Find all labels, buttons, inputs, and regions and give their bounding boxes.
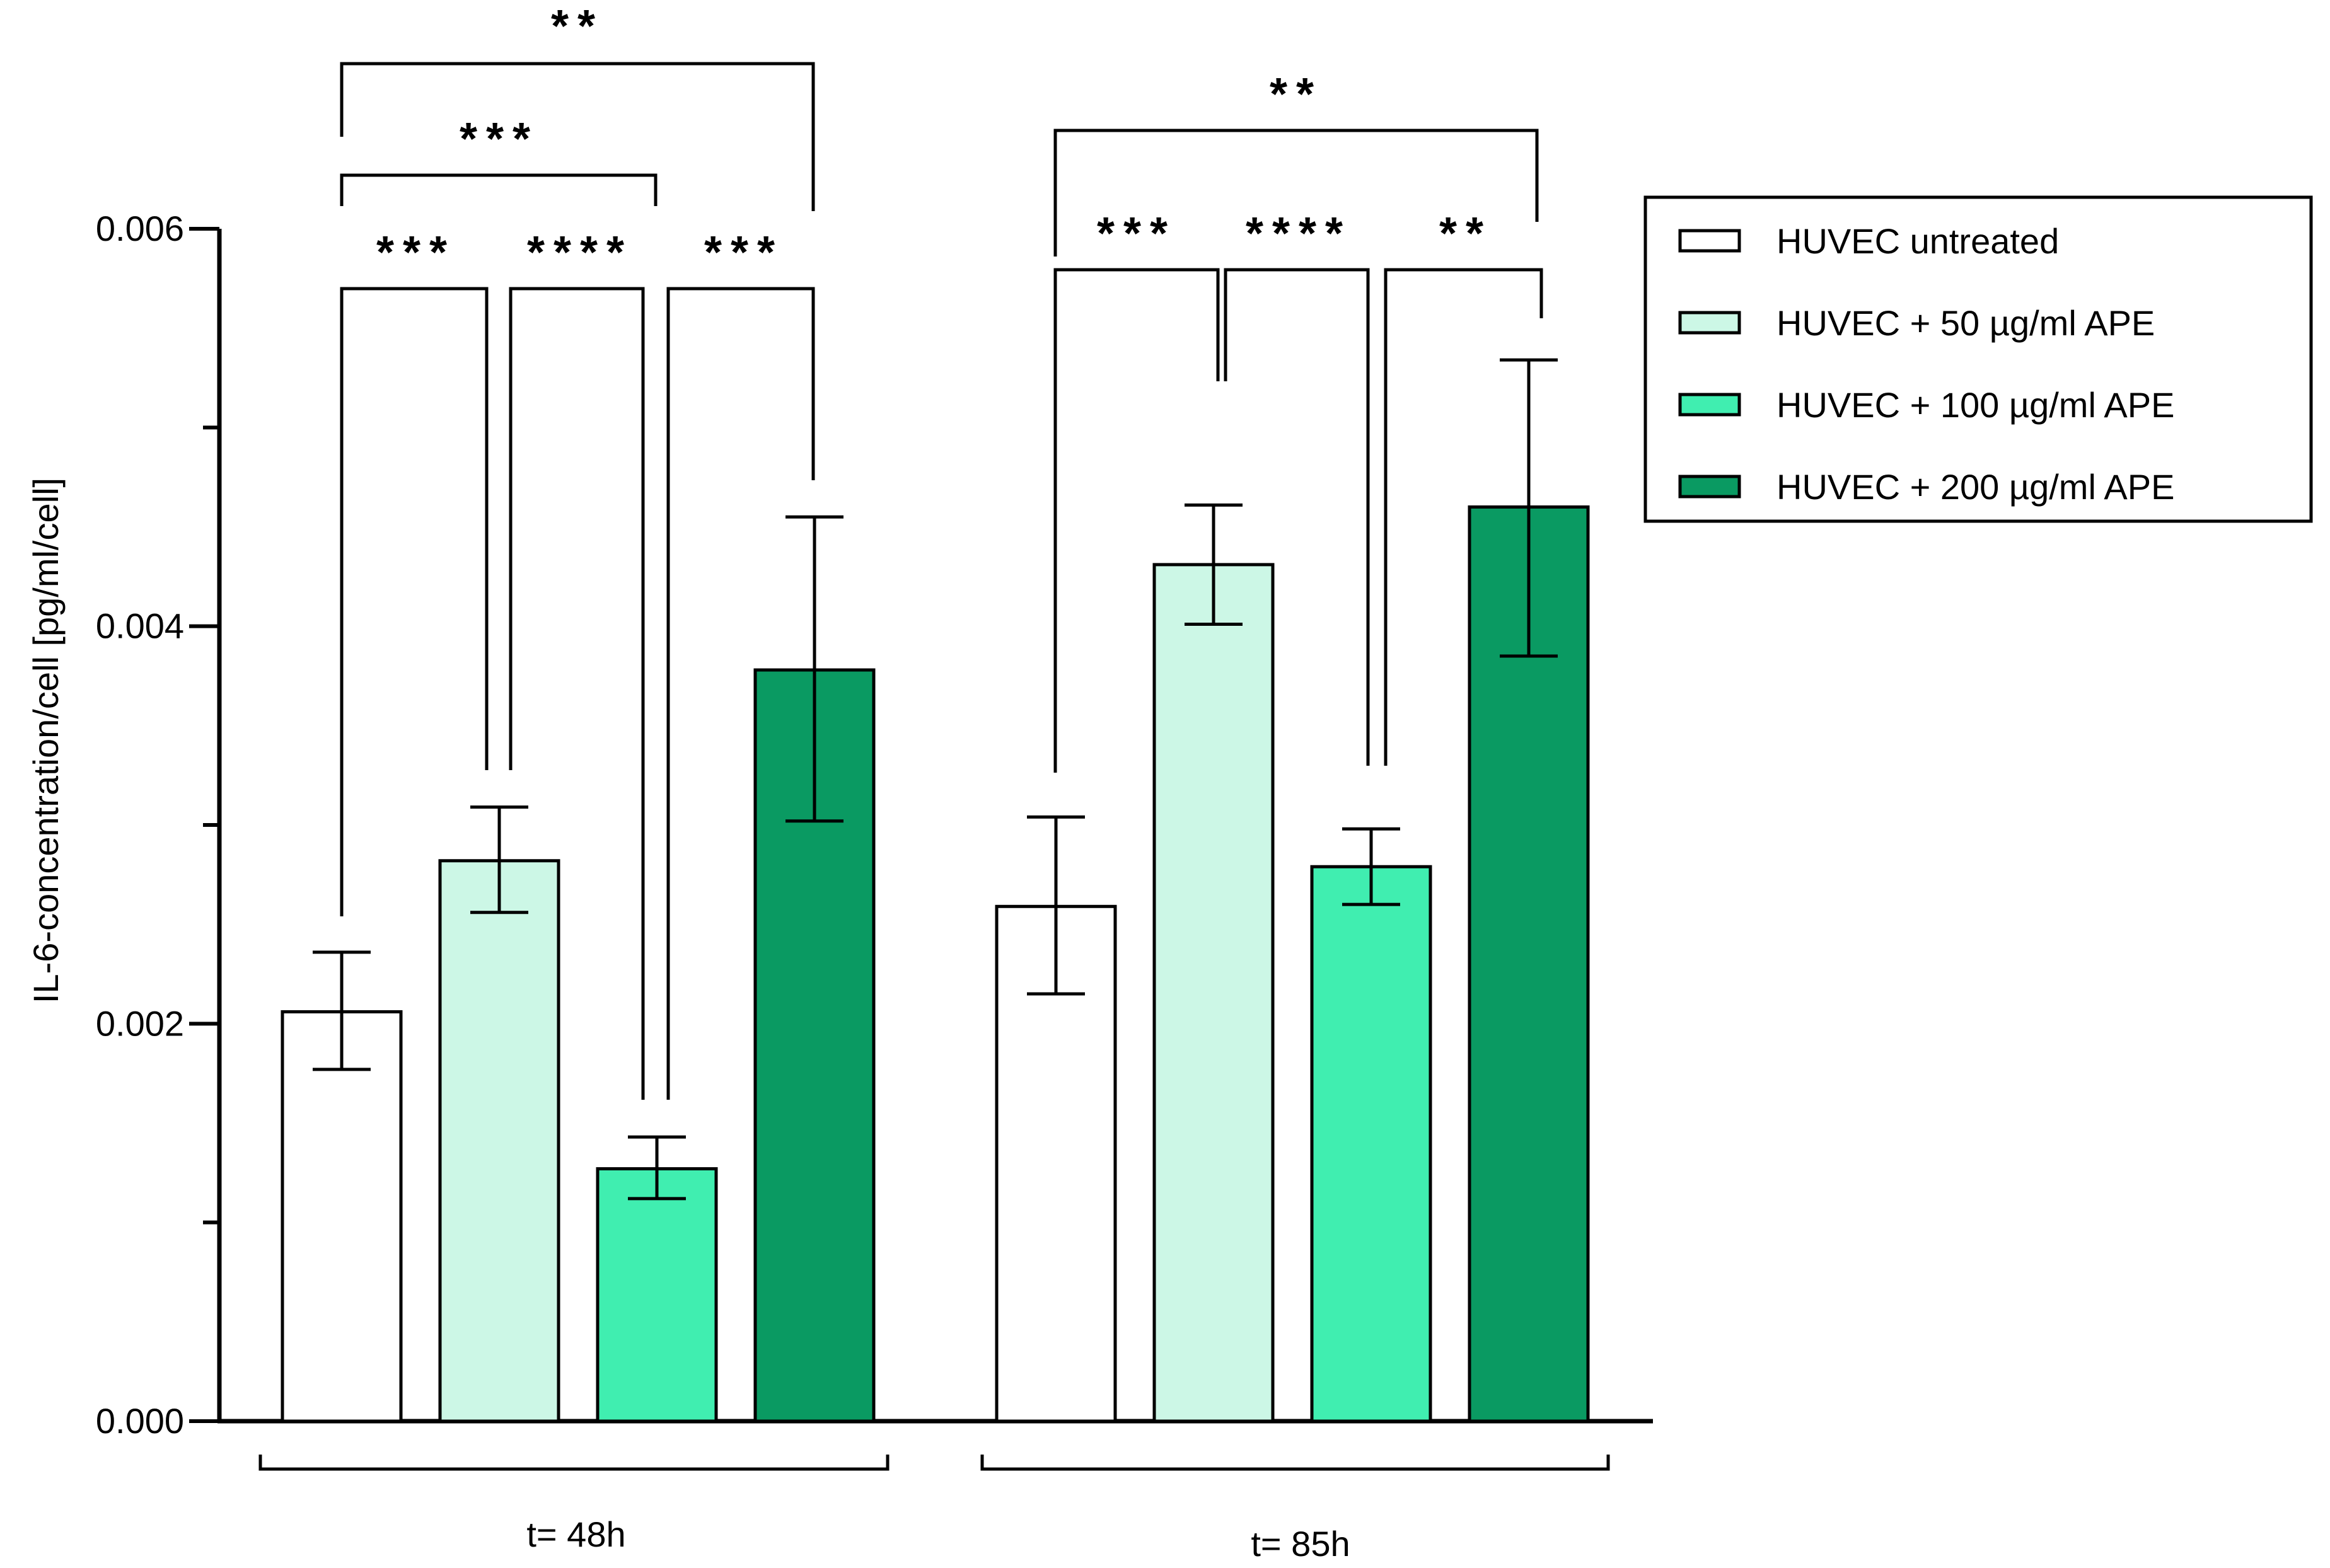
bar (1310, 865, 1432, 1423)
significance-label: ** (551, 1, 604, 52)
legend-label: HUVEC + 50 µg/ml APE (1776, 303, 2155, 343)
group-bracket (980, 1455, 1610, 1471)
significance-label: ** (1270, 69, 1323, 120)
significance-bracket (340, 173, 658, 206)
legend-label: HUVEC + 100 µg/ml APE (1776, 385, 2174, 425)
bars (281, 358, 1590, 1423)
significance-bracket (340, 62, 815, 211)
y-tick-label: 0.000 (96, 1401, 184, 1441)
legend-label: HUVEC untreated (1776, 221, 2059, 261)
legend-box (1643, 195, 2313, 523)
legend-swatch (1678, 229, 1741, 253)
legend-swatch (1678, 311, 1741, 335)
legend: HUVEC untreated HUVEC + 50 µg/ml APE HUVEC… (1643, 195, 2313, 523)
significance-label: *** (376, 228, 456, 278)
significance-bracket (340, 287, 489, 916)
significance-bracket (1053, 129, 1539, 257)
legend-swatch (1678, 393, 1741, 417)
bar (1152, 563, 1275, 1423)
significance-brackets: *** **** *********** **** **** (340, 1, 1543, 1100)
group-label: t= 85h (1251, 1524, 1350, 1564)
significance-label: **** (1246, 209, 1352, 259)
legend-swatch (1678, 475, 1741, 499)
bar (281, 1010, 403, 1423)
group-labels: t= 48h t= 85h (258, 1455, 1610, 1564)
significance-bracket (1384, 268, 1543, 766)
group-label: t= 48h (526, 1514, 625, 1554)
y-axis-title: IL-6-concentration/cell [pg/ml/cell] (26, 478, 66, 1003)
legend-label: HUVEC + 200 µg/ml APE (1776, 467, 2174, 507)
bar (596, 1167, 718, 1423)
significance-bracket (509, 287, 645, 1100)
y-tick-label: 0.006 (96, 209, 184, 248)
significance-label: *** (460, 114, 539, 164)
significance-label: *** (704, 228, 784, 278)
bar (1468, 505, 1590, 1423)
y-tick-label: 0.002 (96, 1003, 184, 1043)
significance-bracket (1053, 268, 1220, 773)
y-tick-label: 0.004 (96, 606, 184, 646)
significance-bracket (1224, 268, 1370, 766)
group-bracket (258, 1455, 890, 1471)
significance-label: **** (527, 228, 633, 278)
bar (438, 859, 560, 1423)
significance-bracket (666, 287, 815, 1100)
significance-label: *** (1097, 209, 1176, 259)
significance-label: ** (1439, 209, 1492, 259)
